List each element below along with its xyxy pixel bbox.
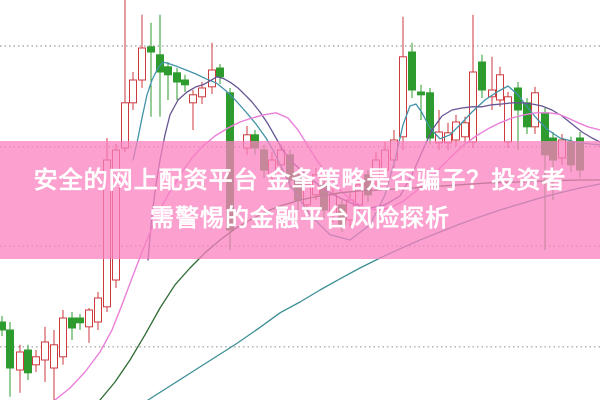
headline-line-1: 安全的网上配资平台 金夆策略是否骗子？投资者 — [33, 166, 567, 194]
headline-line-2: 需警惕的金融平台风险探析 — [150, 204, 450, 232]
headline-banner: 安全的网上配资平台 金夆策略是否骗子？投资者 需警惕的金融平台风险探析 — [0, 141, 600, 259]
